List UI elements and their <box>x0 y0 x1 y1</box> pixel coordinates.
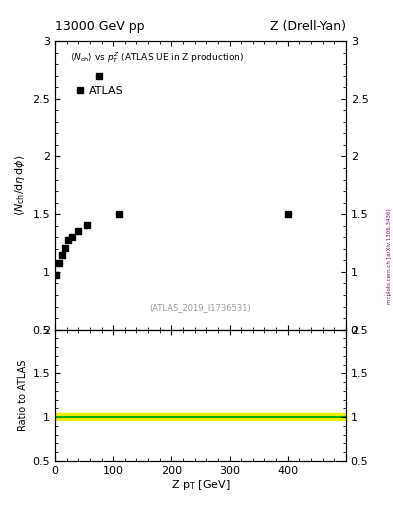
Y-axis label: $\langle N_\mathrm{ch}/\mathrm{d}\eta\,\mathrm{d}\phi\rangle$: $\langle N_\mathrm{ch}/\mathrm{d}\eta\,\… <box>13 155 27 216</box>
X-axis label: Z $\mathrm{p_T}$ [GeV]: Z $\mathrm{p_T}$ [GeV] <box>171 478 230 493</box>
Y-axis label: Ratio to ATLAS: Ratio to ATLAS <box>18 359 28 431</box>
Text: 13000 GeV pp: 13000 GeV pp <box>55 20 145 33</box>
Text: Z (Drell-Yan): Z (Drell-Yan) <box>270 20 346 33</box>
Text: (ATLAS_2019_I1736531): (ATLAS_2019_I1736531) <box>150 303 251 312</box>
Text: mcplots.cern.ch [arXiv:1306.3436]: mcplots.cern.ch [arXiv:1306.3436] <box>387 208 392 304</box>
Legend: ATLAS: ATLAS <box>72 81 128 100</box>
Text: $\langle N_\mathrm{ch}\rangle$ vs $p_T^Z$ (ATLAS UE in Z production): $\langle N_\mathrm{ch}\rangle$ vs $p_T^Z… <box>70 50 244 65</box>
Bar <box>55 413 346 420</box>
